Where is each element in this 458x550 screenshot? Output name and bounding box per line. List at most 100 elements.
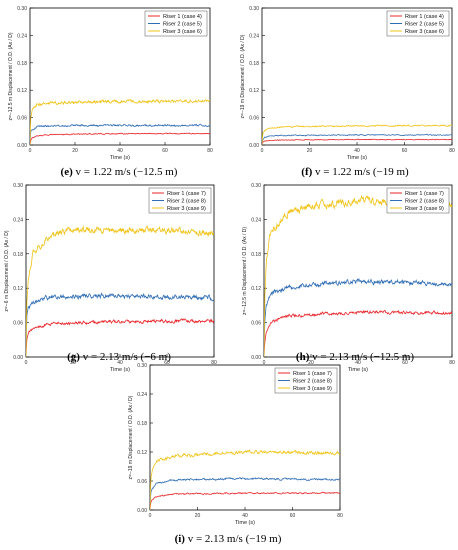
caption-letter: (h) xyxy=(296,351,310,363)
caption-text: v = 2.13 m/s (−12.5 m) xyxy=(309,351,414,363)
y-tick-label: 0.18 xyxy=(17,61,27,67)
series-line-riser-2 xyxy=(26,292,214,357)
caption-text: v = 2.13 m/s (−6 m) xyxy=(80,351,171,363)
series-line-riser-3 xyxy=(262,124,452,145)
legend-entry: Riser 3 (case 6) xyxy=(163,29,202,35)
y-axis-label: z=−12.5 m Displacement / O.D. (Ax / D) xyxy=(242,227,248,315)
legend-entry: Riser 2 (case 8) xyxy=(167,199,206,205)
y-tick-label: 0.00 xyxy=(17,143,27,149)
y-tick-label: 0.12 xyxy=(137,450,147,456)
y-tick-label: 0.18 xyxy=(249,61,259,67)
caption-letter: (g) xyxy=(67,351,80,363)
x-axis-label: Time (s) xyxy=(348,367,368,373)
y-axis-label: z=−6 m Displacement / O.D. (Ax / D) xyxy=(4,230,10,311)
caption-letter: (i) xyxy=(175,533,186,545)
legend: Riser 1 (case 7) Riser 2 (case 8)Riser 3 … xyxy=(386,187,450,214)
caption-text: v = 1.22 m/s (−12.5 m) xyxy=(73,166,178,178)
legend: Riser 1 (case 7) Riser 2 (case 8)Riser 3 … xyxy=(148,187,212,214)
y-tick-label: 0.30 xyxy=(137,363,147,369)
y-tick-label: 0.24 xyxy=(137,392,147,398)
panel-e: 0.00 0.06 0.12 0.18 0.24 0.30 0 20 40 60 80 Time (s… xyxy=(8,6,213,178)
panel-caption: (g) v = 2.13 m/s (−6 m) xyxy=(67,351,171,363)
y-tick-label: 0.30 xyxy=(249,6,259,12)
series-line-riser-1 xyxy=(262,138,452,145)
y-axis-label: z=−12.5 m Displacement / O.D. (Ax / D) xyxy=(8,32,14,120)
series-line-riser-3 xyxy=(30,98,210,145)
y-tick-label: 0.12 xyxy=(249,88,259,94)
caption-text: v = 2.13 m/s (−19 m) xyxy=(185,533,282,545)
x-tick-label: 40 xyxy=(354,148,360,154)
series-line-riser-2 xyxy=(264,277,452,357)
legend-entry: Riser 1 (case 4) xyxy=(405,14,444,20)
x-tick-label: 60 xyxy=(290,513,296,519)
x-tick-label: 60 xyxy=(402,360,408,366)
y-tick-label: 0.18 xyxy=(13,252,23,258)
x-tick-label: 80 xyxy=(207,148,213,154)
plot-frame xyxy=(25,184,215,358)
series-line-riser-3 xyxy=(26,225,214,357)
series-line-riser-2 xyxy=(150,476,340,510)
legend-entry: Riser 3 (case 6) xyxy=(405,29,444,35)
y-tick-label: 0.12 xyxy=(13,286,23,292)
x-tick-label: 80 xyxy=(211,360,217,366)
panel-i: 0.00 0.06 0.12 0.18 0.24 0.30 0 20 40 60 80 Time (s… xyxy=(128,363,343,545)
x-axis-label: Time (s) xyxy=(110,367,130,373)
y-tick-label: 0.06 xyxy=(13,321,23,327)
y-tick-label: 0.30 xyxy=(17,6,27,12)
panel-g: 0.00 0.06 0.12 0.18 0.24 0.30 0 20 40 60 80 Time (s… xyxy=(4,183,217,373)
y-tick-label: 0.30 xyxy=(13,183,23,189)
x-axis-label: Time (s) xyxy=(235,520,255,526)
series-line-riser-1 xyxy=(264,309,452,357)
x-tick-label: 40 xyxy=(355,360,361,366)
panel-caption: (e) v = 1.22 m/s (−12.5 m) xyxy=(61,166,178,178)
x-tick-label: 40 xyxy=(117,148,123,154)
y-tick-label: 0.06 xyxy=(17,116,27,122)
series-line-riser-1 xyxy=(30,132,210,145)
x-tick-label: 40 xyxy=(242,513,248,519)
series-line-riser-1 xyxy=(26,318,214,357)
x-axis-label: Time (s) xyxy=(110,155,130,161)
x-tick-label: 0 xyxy=(29,148,32,154)
series-line-riser-1 xyxy=(150,491,340,510)
series-line-riser-3 xyxy=(150,449,340,510)
x-tick-label: 20 xyxy=(308,360,314,366)
y-tick-label: 0.12 xyxy=(251,286,261,292)
legend-entry: Riser 1 (case 7) xyxy=(293,371,332,377)
y-tick-label: 0.06 xyxy=(137,479,147,485)
x-tick-label: 60 xyxy=(164,360,170,366)
x-tick-label: 0 xyxy=(263,360,266,366)
legend-entry: Riser 2 (case 8) xyxy=(405,199,444,205)
y-tick-label: 0.30 xyxy=(251,183,261,189)
y-tick-label: 0.24 xyxy=(249,33,259,39)
y-axis-label: z=−19 m Displacement / O.D. (Ax / D) xyxy=(128,395,134,479)
legend-entry: Riser 2 (case 5) xyxy=(163,22,202,28)
x-tick-label: 0 xyxy=(149,513,152,519)
caption-text: v = 1.22 m/s (−19 m) xyxy=(312,166,409,178)
series-line-riser-2 xyxy=(262,133,452,145)
x-tick-label: 60 xyxy=(402,148,408,154)
plot-frame xyxy=(263,184,453,358)
panel-caption: (h) v = 2.13 m/s (−12.5 m) xyxy=(296,351,414,363)
y-tick-label: 0.00 xyxy=(249,143,259,149)
y-tick-label: 0.00 xyxy=(13,355,23,361)
legend: Riser 1 (case 4) Riser 2 (case 5)Riser 3 … xyxy=(144,10,208,37)
legend-entry: Riser 3 (case 9) xyxy=(293,386,332,392)
caption-letter: (e) xyxy=(61,166,74,178)
y-tick-label: 0.24 xyxy=(251,217,261,223)
x-tick-label: 20 xyxy=(195,513,201,519)
y-tick-label: 0.18 xyxy=(251,252,261,258)
caption-letter: (f) xyxy=(301,166,312,178)
x-tick-label: 20 xyxy=(72,148,78,154)
y-axis-label: z=−19 m Displacement / O.D. (Ax / D) xyxy=(240,34,246,118)
plot-frame xyxy=(261,7,453,146)
legend-entry: Riser 1 (case 7) xyxy=(405,191,444,197)
x-tick-label: 80 xyxy=(449,360,455,366)
panel-caption: (i) v = 2.13 m/s (−19 m) xyxy=(175,533,282,545)
legend-entry: Riser 1 (case 7) xyxy=(167,191,206,197)
x-tick-label: 80 xyxy=(337,513,343,519)
x-tick-label: 20 xyxy=(307,148,313,154)
y-tick-label: 0.06 xyxy=(251,321,261,327)
x-tick-label: 20 xyxy=(70,360,76,366)
y-tick-label: 0.00 xyxy=(251,355,261,361)
